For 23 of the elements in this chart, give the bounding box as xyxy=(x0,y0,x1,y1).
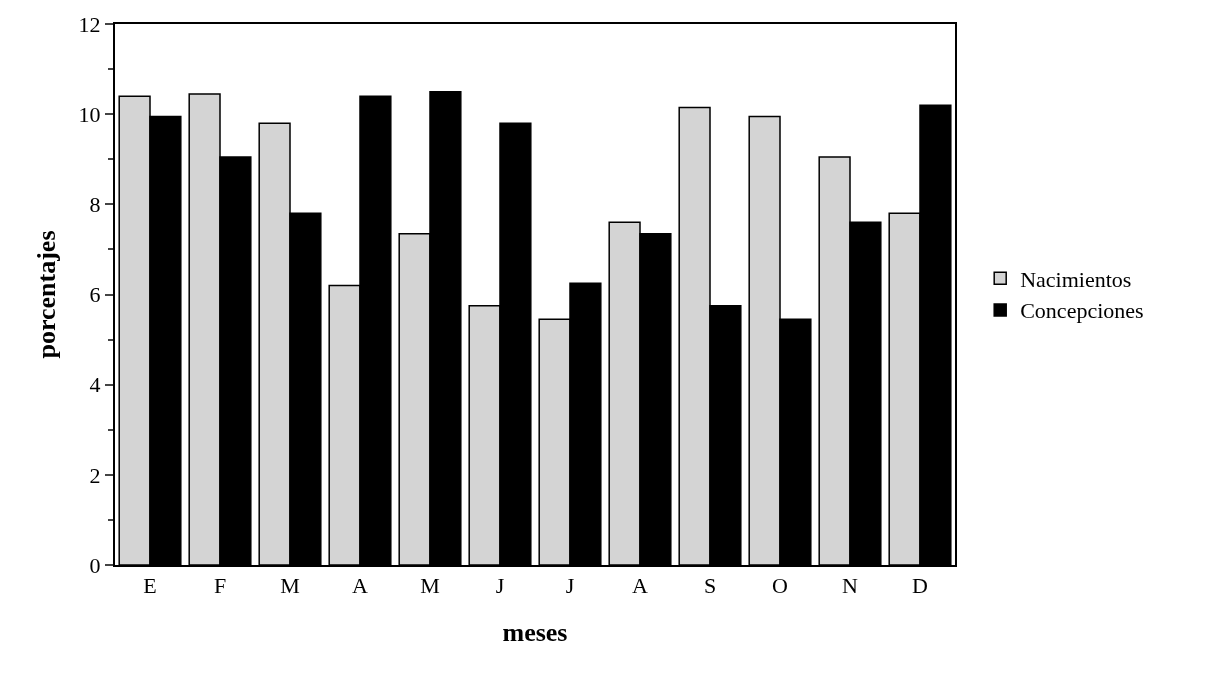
x-tick-label: F xyxy=(213,573,227,599)
x-axis-title: meses xyxy=(502,617,568,647)
x-tick-label: J xyxy=(495,573,505,599)
y-tick-label: 4 xyxy=(89,372,101,398)
y-tick-label: 6 xyxy=(89,282,101,308)
legend-label: Concepciones xyxy=(1020,298,1144,324)
x-tick-label: S xyxy=(703,573,717,599)
x-tick-label: O xyxy=(772,573,788,599)
legend-label: Nacimientos xyxy=(1020,266,1132,292)
y-tick-label: 2 xyxy=(89,462,101,488)
y-tick-label: 10 xyxy=(78,101,101,127)
y-tick-label: 8 xyxy=(89,192,101,218)
x-tick-label: A xyxy=(352,573,369,599)
y-tick-label: 0 xyxy=(89,552,101,578)
x-tick-label: M xyxy=(280,573,300,599)
x-tick-label: A xyxy=(632,573,649,599)
y-axis-title: porcentajes xyxy=(32,230,62,359)
x-tick-label: E xyxy=(143,573,157,599)
x-tick-label: D xyxy=(912,573,928,599)
y-tick-label: 12 xyxy=(78,11,101,37)
x-tick-label: J xyxy=(565,573,575,599)
x-tick-label: M xyxy=(420,573,440,599)
x-tick-label: N xyxy=(842,573,859,599)
